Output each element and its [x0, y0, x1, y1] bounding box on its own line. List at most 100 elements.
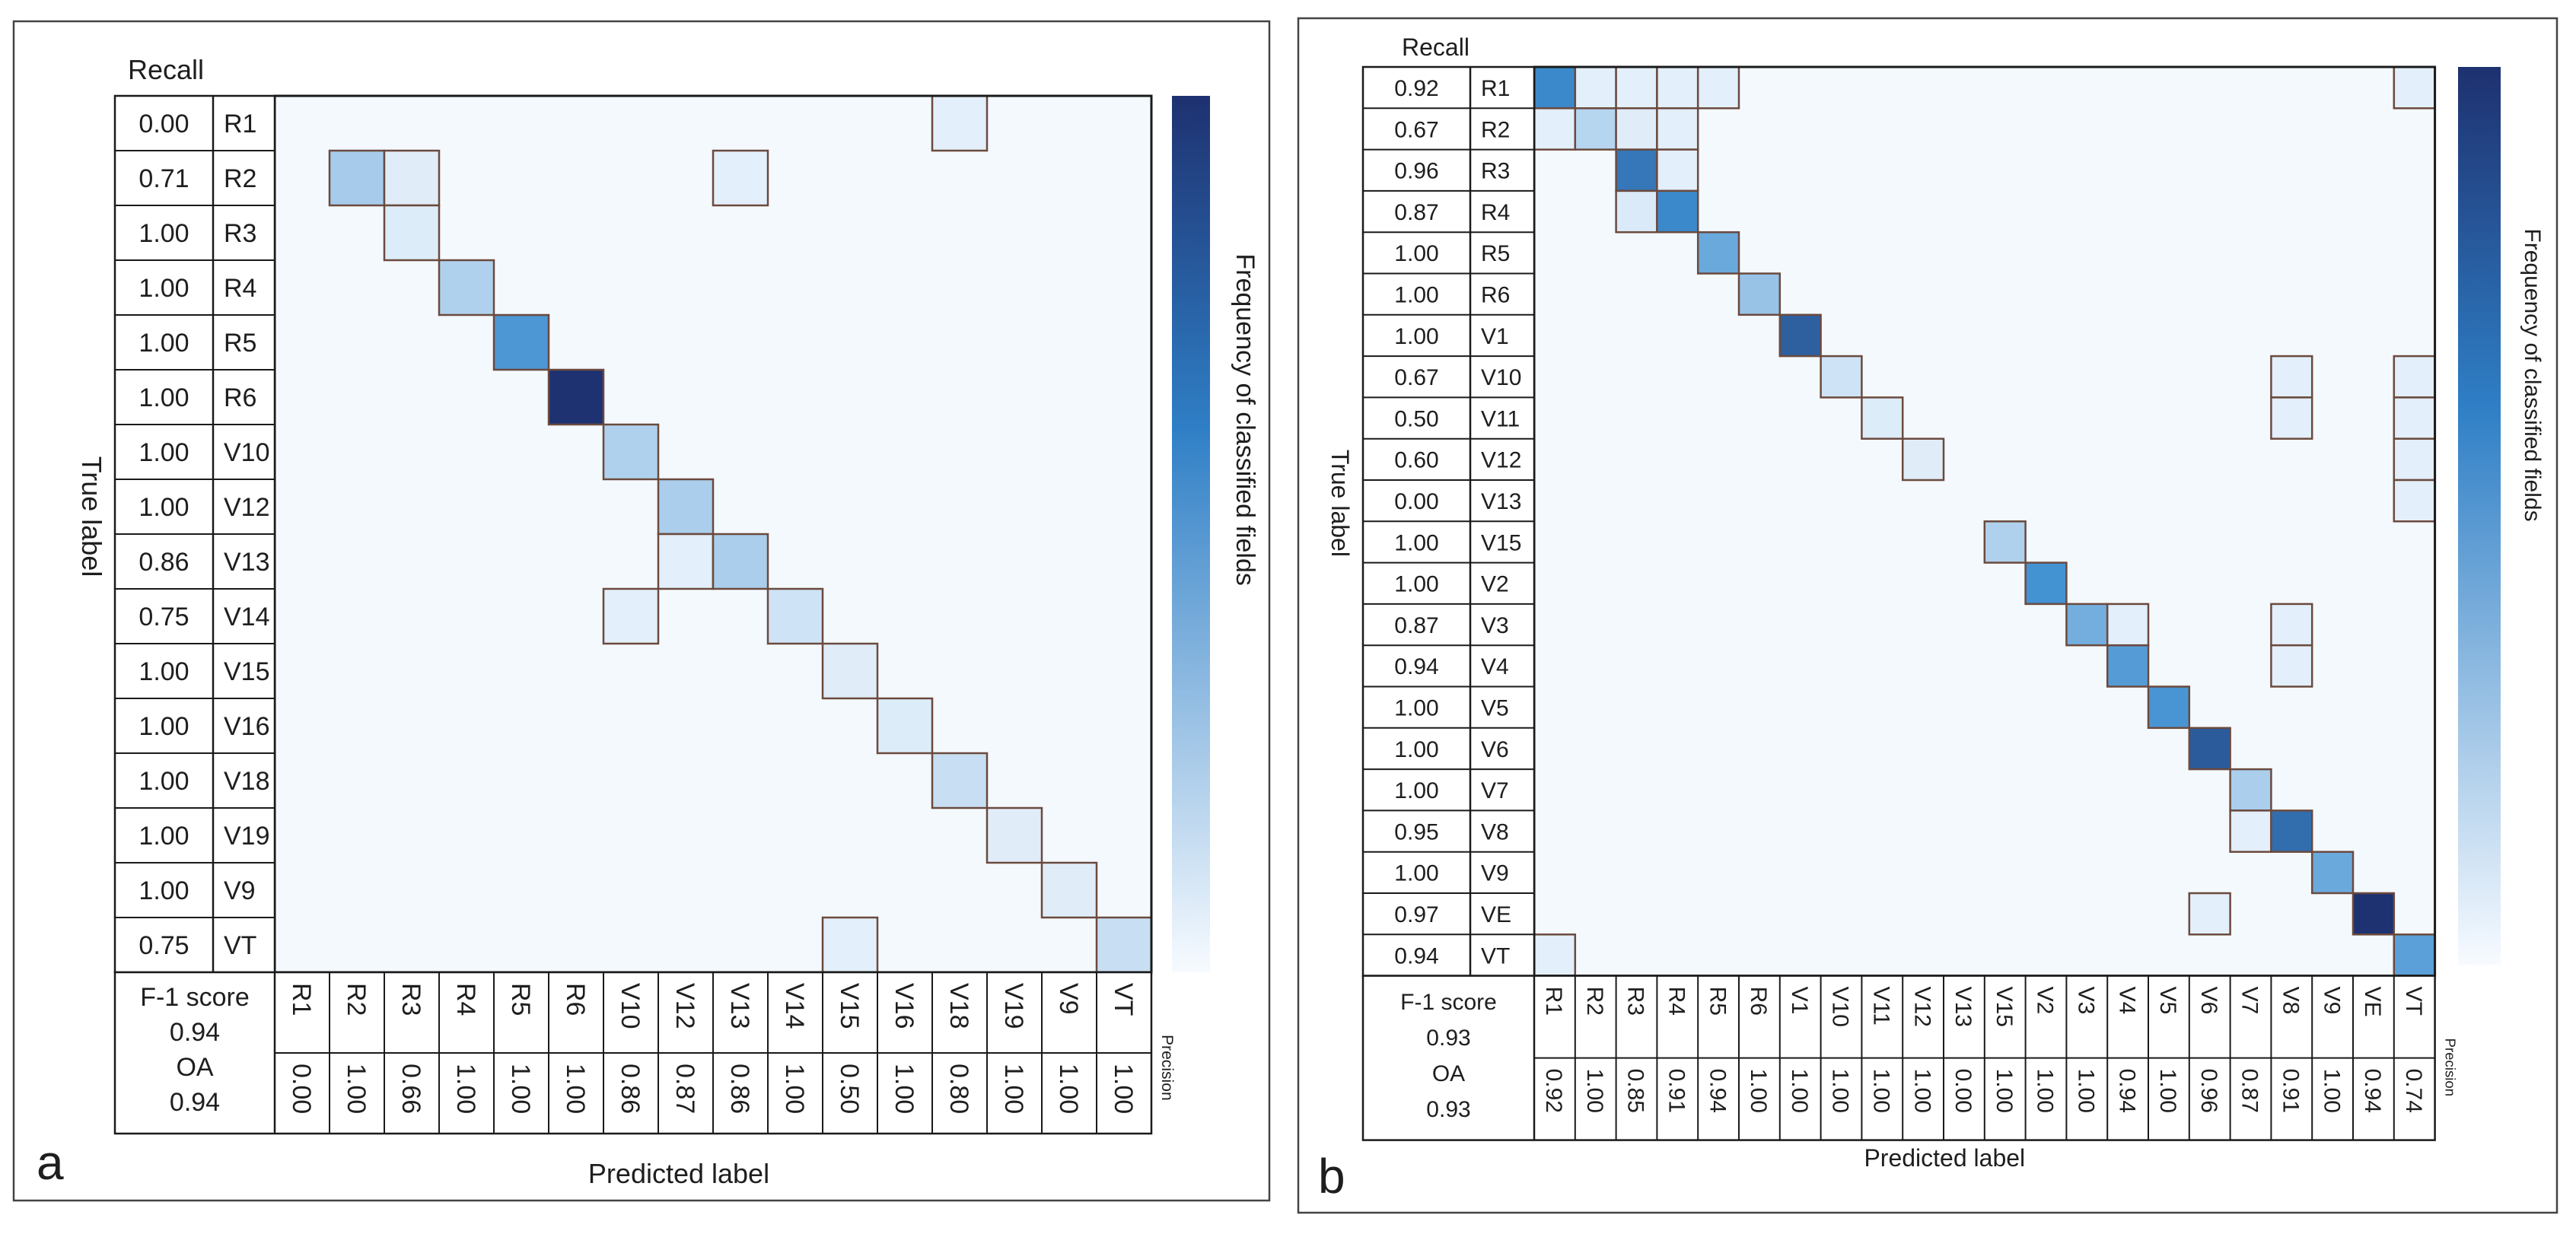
matrix-cell	[602, 587, 660, 645]
column-label: V3	[2074, 987, 2099, 1015]
column-label: V12	[1909, 987, 1934, 1027]
matrix-cell	[1615, 189, 1658, 234]
row-label: V9	[224, 876, 256, 905]
column-label: VT	[2401, 987, 2426, 1016]
matrix-cell	[2106, 603, 2150, 647]
matrix-cell	[1533, 65, 1577, 110]
panel-b: 0.92 0.67 0.96 0.87 1.00 1.00 1.00 0.67 0.50 0.60…	[1297, 17, 2558, 1214]
recall-value: 0.71	[139, 164, 189, 193]
matrix-cell	[1820, 355, 1863, 399]
recall-value: 1.00	[139, 274, 189, 303]
matrix-cell	[383, 204, 441, 262]
column-label: V5	[2155, 987, 2180, 1015]
oa-label: OA	[1432, 1061, 1465, 1086]
precision-value: 0.94	[2114, 1069, 2139, 1113]
precision-label: Precision	[2443, 1038, 2459, 1096]
x-axis-label: Predicted label	[1864, 1144, 2025, 1172]
recall-value: 0.87	[1394, 613, 1438, 638]
colorbar	[1172, 96, 1210, 972]
matrix-cell	[2270, 396, 2313, 440]
matrix-cell	[383, 149, 441, 207]
matrix-cell	[712, 149, 769, 207]
colorbar-label: Frequency of classified fields	[2520, 228, 2545, 521]
row-label: V6	[1481, 737, 1509, 762]
column-label: V13	[1950, 987, 1976, 1027]
row-label: V9	[1481, 861, 1509, 886]
matrix-cell	[1983, 520, 2027, 564]
column-label: V15	[835, 983, 864, 1029]
precision-value: 1.00	[1582, 1069, 1607, 1113]
precision-value: 1.00	[1869, 1069, 1894, 1113]
row-label: R6	[224, 383, 256, 412]
precision-value: 0.86	[616, 1064, 645, 1114]
recall-value: 1.00	[1394, 530, 1438, 555]
recall-value: 1.00	[139, 712, 189, 741]
matrix-cell	[2393, 355, 2436, 399]
matrix-cell	[1656, 107, 1699, 151]
y-axis-label: True label	[76, 456, 107, 577]
precision-value: 1.00	[999, 1064, 1028, 1114]
precision-value: 0.87	[670, 1064, 699, 1114]
matrix-cell	[1615, 65, 1658, 110]
row-label: V13	[224, 548, 270, 577]
recall-value: 1.00	[139, 657, 189, 686]
column-label: V11	[1869, 987, 1894, 1026]
row-label: V12	[224, 493, 270, 522]
column-label: R1	[287, 983, 316, 1016]
precision-value: 1.00	[2319, 1069, 2344, 1113]
matrix-cell	[821, 642, 879, 700]
row-label: R5	[224, 329, 256, 358]
row-label: VT	[224, 931, 256, 960]
precision-value: 0.96	[2196, 1069, 2221, 1113]
row-label: V11	[1481, 406, 1520, 431]
recall-value: 1.00	[139, 438, 189, 467]
recall-value: 1.00	[139, 329, 189, 358]
precision-value: 0.50	[835, 1064, 864, 1114]
column-label: R6	[1746, 987, 1771, 1016]
precision-value: 0.92	[1541, 1069, 1566, 1113]
matrix-cell	[1533, 933, 1577, 977]
recall-value: 0.75	[139, 603, 189, 631]
recall-value: 0.50	[1394, 406, 1438, 431]
column-label: V2	[2033, 987, 2058, 1015]
precision-value: 1.00	[1909, 1069, 1934, 1113]
f1-score-label: F-1 score	[1400, 990, 1497, 1015]
matrix-cell	[657, 478, 715, 536]
recall-value: 0.95	[1394, 819, 1438, 844]
precision-value: 1.00	[1992, 1069, 2017, 1113]
recall-value: 0.94	[1394, 654, 1438, 679]
row-label: R5	[1481, 241, 1510, 266]
recall-value: 1.00	[1394, 861, 1438, 886]
precision-value: 0.94	[1705, 1069, 1730, 1113]
matrix-cell	[2147, 685, 2191, 730]
matrix-cell	[2065, 603, 2109, 647]
precision-value: 1.00	[1109, 1064, 1138, 1114]
recall-value: 1.00	[139, 767, 189, 796]
row-label: V18	[224, 767, 270, 796]
precision-value: 1.00	[1828, 1069, 1853, 1113]
matrix-cell	[2393, 933, 2436, 977]
matrix-cell	[712, 533, 769, 590]
matrix-cell	[2393, 65, 2436, 110]
precision-value: 1.00	[2074, 1069, 2099, 1113]
precision-value: 1.00	[342, 1064, 371, 1114]
panel-a: 0.00 0.71 1.00 1.00 1.00 1.00 1.00 1.00 0.86 0.75…	[12, 20, 1271, 1202]
column-label: V18	[944, 983, 973, 1029]
matrix-cell	[547, 368, 605, 426]
recall-header: Recall	[1402, 33, 1469, 61]
oa-value: 0.93	[1426, 1097, 1470, 1122]
matrix-cell	[1040, 861, 1098, 919]
column-label: V19	[999, 983, 1028, 1029]
row-label: V3	[1481, 613, 1509, 638]
matrix-cell	[2270, 809, 2313, 853]
column-label: R2	[342, 983, 371, 1016]
matrix-cell	[1737, 272, 1782, 316]
column-label: V6	[2196, 987, 2221, 1015]
row-label: V15	[224, 657, 270, 686]
row-label: VE	[1481, 902, 1511, 927]
recall-value: 0.94	[1394, 943, 1438, 968]
matrix-cell	[2352, 892, 2396, 936]
matrix-cell	[2393, 437, 2436, 482]
row-label: VT	[1481, 943, 1510, 968]
